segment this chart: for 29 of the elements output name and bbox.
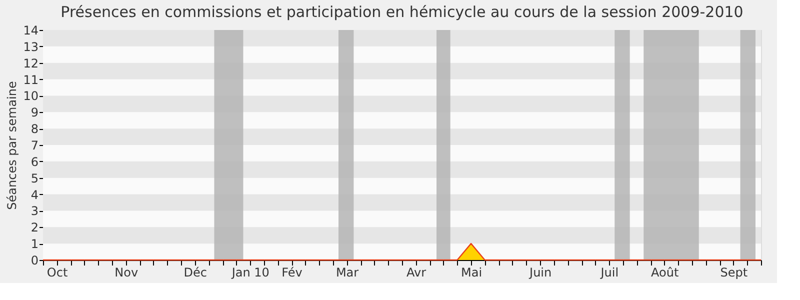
x-tick-label: Août <box>651 266 679 280</box>
y-tick-label: 14 <box>23 24 38 38</box>
x-tick-label: Juil <box>600 266 619 280</box>
x-tick-label: Mai <box>461 266 482 280</box>
chart-title: Présences en commissions et participation en hémicycle au cours de la session 2009-2010 <box>60 3 744 21</box>
y-tick-label: 8 <box>30 122 38 136</box>
y-tick-label: 12 <box>23 56 38 70</box>
x-tick-label: Déc <box>184 266 207 280</box>
x-tick-label: Fév <box>282 266 302 280</box>
y-tick-label: 3 <box>30 204 38 218</box>
x-tick-label: Nov <box>114 266 138 280</box>
y-axis-title: Séances par semaine <box>5 81 20 210</box>
y-tick-label: 4 <box>30 188 38 202</box>
x-tick-label: Juin <box>528 266 552 280</box>
x-tick-label: Mar <box>336 266 359 280</box>
x-tick-label: Avr <box>406 266 426 280</box>
y-tick-label: 11 <box>23 72 38 87</box>
y-tick-label: 13 <box>23 40 38 54</box>
y-tick-label: 2 <box>30 220 38 235</box>
y-tick-label: 10 <box>23 89 38 104</box>
x-tick-label: Jan 10 <box>230 266 270 280</box>
y-tick-label: 6 <box>30 154 38 169</box>
y-tick-label: 0 <box>30 254 38 268</box>
y-tick-label: 1 <box>30 237 38 252</box>
x-tick-label: Sept <box>720 266 748 280</box>
y-tick-label: 5 <box>30 171 38 186</box>
y-tick-label: 7 <box>30 138 38 152</box>
x-tick-label: Oct <box>46 266 68 280</box>
y-tick-label: 9 <box>30 106 38 120</box>
